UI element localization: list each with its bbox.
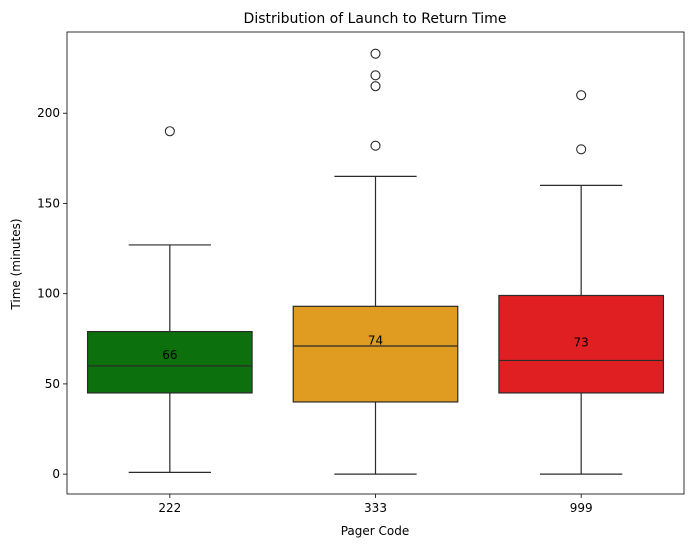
box-222 [86,330,253,394]
x-axis-label: Pager Code [341,524,410,538]
y-tick-label: 150 [37,196,60,210]
x-tick-label: 333 [364,501,387,515]
outlier-point [576,144,587,155]
chart-title: Distribution of Launch to Return Time [244,11,507,27]
y-tick-label: 200 [37,106,60,120]
x-tick-label: 222 [158,501,181,515]
outlier-point [370,48,381,59]
mean-value-label: 73 [574,335,589,349]
y-tick-label: 0 [52,467,60,481]
plot-area: 0 50 100 150 200 222 333 999 66 74 73 [37,31,685,515]
outlier-point [164,126,175,137]
box-333 [292,305,459,403]
y-tick-label: 100 [37,287,60,301]
outlier-point [370,81,381,92]
mean-value-label: 74 [368,334,383,348]
outlier-point [576,90,587,101]
box-999 [498,294,665,394]
y-tick-label: 50 [45,377,60,391]
outlier-point [370,140,381,151]
outlier-point [370,70,381,81]
x-tick-label: 999 [570,501,593,515]
mean-value-label: 66 [162,348,177,362]
y-axis-label: Time (minutes) [9,218,23,310]
